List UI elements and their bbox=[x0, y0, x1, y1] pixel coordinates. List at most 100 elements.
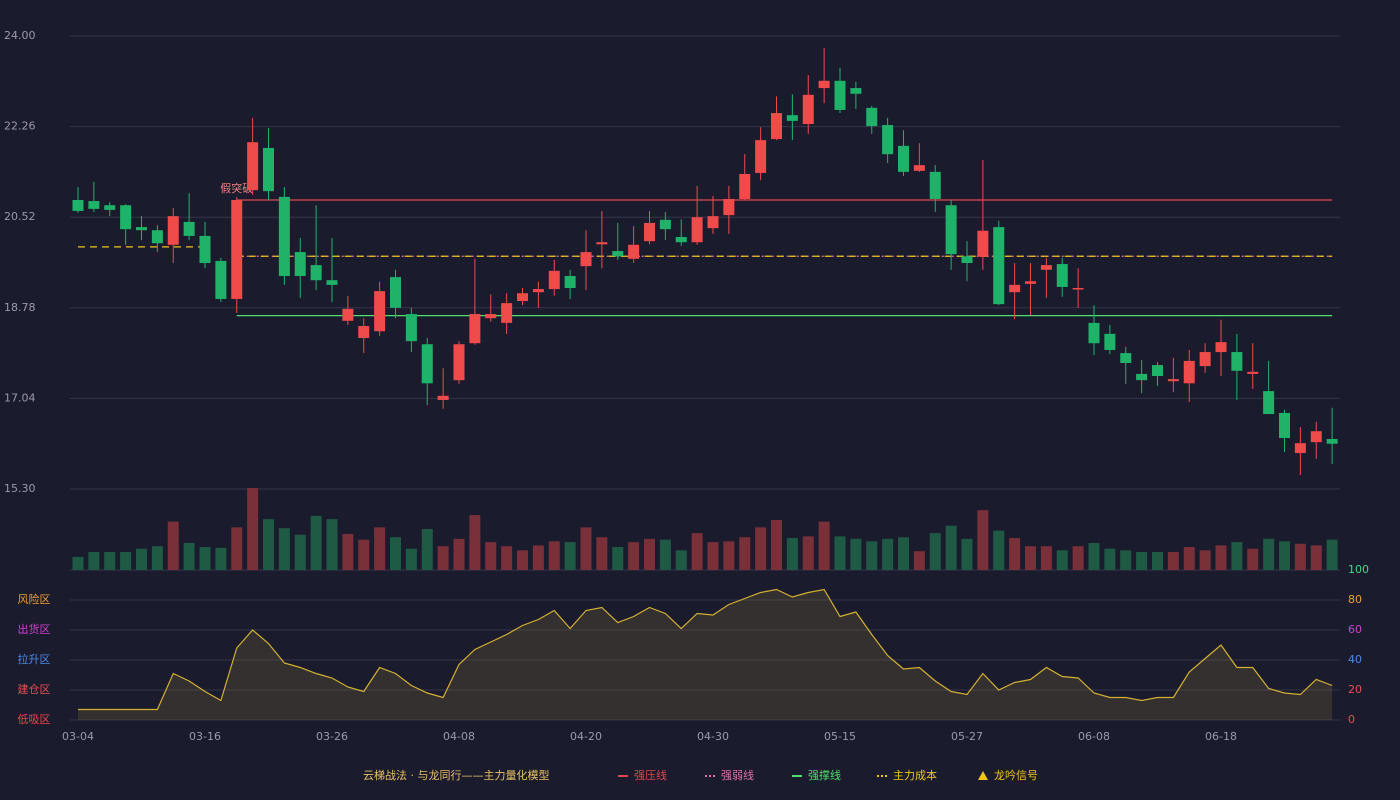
y-tick-label: 17.04 bbox=[4, 391, 36, 404]
annotation: 假突破 bbox=[220, 181, 253, 195]
candle-body bbox=[485, 314, 497, 319]
indicator-tick-label: 40 bbox=[1348, 653, 1362, 666]
volume-bar bbox=[501, 546, 513, 570]
candle-body bbox=[1167, 379, 1179, 382]
volume-bar bbox=[1152, 551, 1163, 570]
candle-body bbox=[898, 145, 909, 172]
x-tick-label: 04-20 bbox=[570, 730, 602, 743]
candle-body bbox=[72, 200, 84, 211]
volume-bar bbox=[532, 545, 544, 570]
candle-body bbox=[1183, 360, 1195, 384]
candle-body bbox=[818, 80, 830, 89]
volume-bar bbox=[755, 527, 767, 570]
volume-bar bbox=[850, 538, 862, 570]
volume-bar bbox=[199, 547, 211, 570]
volume-bar bbox=[326, 519, 338, 570]
volume-bar bbox=[437, 546, 449, 570]
candle-body bbox=[120, 205, 132, 230]
indicator-tick-label: 20 bbox=[1348, 683, 1362, 696]
candle-body bbox=[739, 173, 751, 199]
candle-body bbox=[310, 265, 322, 281]
volume-bar bbox=[834, 536, 846, 570]
candle-body bbox=[263, 147, 274, 192]
volume-bar bbox=[691, 533, 703, 570]
candle-body bbox=[1231, 352, 1243, 371]
indicator-line bbox=[78, 588, 1333, 711]
indicator-tick-label: 80 bbox=[1348, 593, 1362, 606]
candle-body bbox=[437, 395, 449, 400]
y-tick-label: 20.52 bbox=[4, 210, 36, 223]
x-tick-label: 05-27 bbox=[951, 730, 983, 743]
legend-label: 主力成本 bbox=[893, 768, 937, 782]
x-tick-label: 04-08 bbox=[443, 730, 475, 743]
candle-body bbox=[532, 289, 544, 293]
volume-bar bbox=[1009, 538, 1021, 570]
volume-bar bbox=[1104, 548, 1116, 570]
candle-body bbox=[755, 140, 767, 173]
volume-bar bbox=[183, 542, 195, 570]
volume-bar bbox=[278, 528, 290, 570]
volume-bar bbox=[929, 533, 941, 570]
volume-bar bbox=[548, 541, 560, 570]
volume-bar bbox=[390, 537, 401, 570]
x-tick-label: 04-30 bbox=[697, 730, 729, 743]
candle-body bbox=[1294, 443, 1306, 454]
volume-bar bbox=[1326, 539, 1338, 570]
volume-bar bbox=[1056, 550, 1068, 570]
candle-body bbox=[421, 344, 433, 384]
volume-bar bbox=[1167, 551, 1179, 570]
candle-body bbox=[342, 308, 354, 321]
volume-bar bbox=[453, 538, 465, 570]
volume-bar bbox=[723, 541, 735, 570]
candle-body bbox=[215, 260, 227, 299]
volume-bar bbox=[786, 538, 798, 570]
volume-bar bbox=[898, 537, 909, 570]
x-tick-label: 06-08 bbox=[1078, 730, 1110, 743]
volume-bar bbox=[977, 510, 989, 570]
volume-bar bbox=[1040, 546, 1052, 570]
volume-bar bbox=[1263, 538, 1275, 570]
volume-bar bbox=[469, 515, 481, 570]
volume-bar bbox=[215, 547, 227, 570]
volume-bar bbox=[517, 550, 528, 570]
volume-bar bbox=[993, 530, 1005, 570]
candle-body bbox=[675, 236, 687, 243]
indicator-tick-label: 0 bbox=[1348, 713, 1355, 726]
volume-bar bbox=[1279, 541, 1290, 570]
volume-bar bbox=[1215, 545, 1227, 570]
volume-bar bbox=[1199, 550, 1211, 570]
candle-body bbox=[151, 230, 163, 244]
volume-bar bbox=[945, 525, 957, 570]
volume-bar bbox=[596, 537, 608, 570]
candle-body bbox=[913, 165, 925, 171]
volume-bar bbox=[564, 542, 576, 570]
candle-body bbox=[1009, 284, 1021, 293]
candle-body bbox=[882, 125, 894, 155]
candle-body bbox=[294, 252, 306, 277]
candle-body bbox=[771, 113, 782, 140]
volume-bar bbox=[1310, 545, 1322, 570]
volume-bar bbox=[675, 550, 687, 570]
candle-body bbox=[580, 252, 592, 267]
candle-body bbox=[183, 221, 195, 236]
volume-bar bbox=[310, 515, 322, 570]
volume-bar bbox=[263, 519, 274, 570]
legend-label: 强撑线 bbox=[808, 768, 841, 782]
volume-bar bbox=[739, 537, 751, 570]
volume-bar bbox=[374, 527, 386, 570]
candle-body bbox=[612, 251, 624, 257]
candle-body bbox=[945, 205, 957, 255]
volume-bar bbox=[913, 551, 925, 570]
volume-bar bbox=[485, 542, 497, 570]
indicator-area bbox=[78, 589, 1333, 720]
volume-bar bbox=[1247, 548, 1259, 570]
candle-body bbox=[247, 142, 259, 191]
candle-body bbox=[1056, 264, 1068, 287]
volume-bar bbox=[421, 529, 433, 570]
volume-bar bbox=[1088, 542, 1100, 570]
candle-body bbox=[548, 270, 560, 290]
volume-bar bbox=[580, 527, 592, 570]
candle-body bbox=[1088, 322, 1100, 344]
candle-body bbox=[850, 88, 862, 94]
candle-body bbox=[961, 256, 973, 264]
